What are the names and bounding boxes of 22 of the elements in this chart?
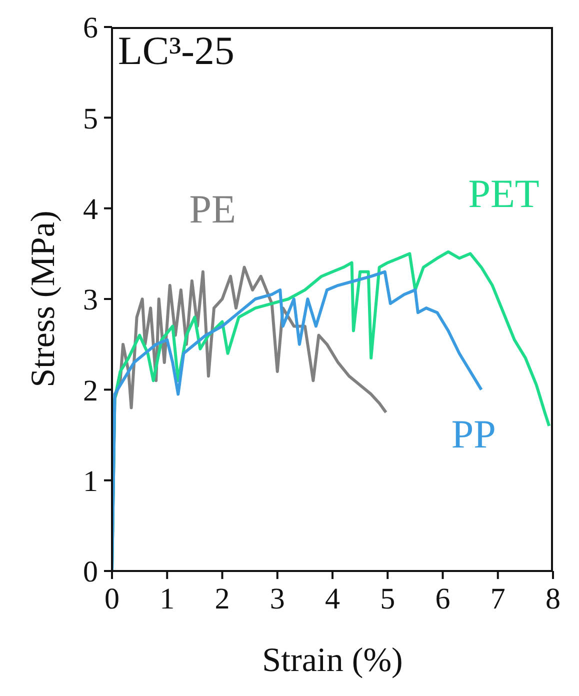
x-tick-label: 4 [325, 582, 340, 616]
y-tick-label: 6 [83, 12, 98, 45]
y-tick-label: 3 [83, 284, 98, 317]
series-label: PP [451, 412, 496, 457]
x-tick-label: 1 [160, 582, 175, 616]
y-tick-label: 2 [83, 374, 98, 408]
x-tick-label: 6 [435, 582, 450, 616]
y-axis-title: Stress (MPa) [25, 210, 62, 388]
y-tick-label: 4 [83, 192, 98, 226]
series-label: PE [189, 186, 236, 232]
x-tick-label: 3 [270, 582, 285, 616]
x-tick-label: 0 [104, 582, 120, 616]
x-tick-label: 2 [214, 582, 230, 616]
y-tick-label: 0 [83, 556, 98, 589]
x-axis-title: Strain (%) [262, 642, 403, 679]
x-tick-label: 8 [546, 582, 560, 616]
chart-title: LC³-25 [118, 28, 234, 73]
y-tick-label: 5 [83, 102, 98, 136]
x-tick-label: 5 [380, 582, 396, 616]
x-tick-label: 7 [490, 582, 506, 616]
series-label: PET [468, 170, 540, 216]
y-tick-label: 1 [83, 464, 98, 498]
